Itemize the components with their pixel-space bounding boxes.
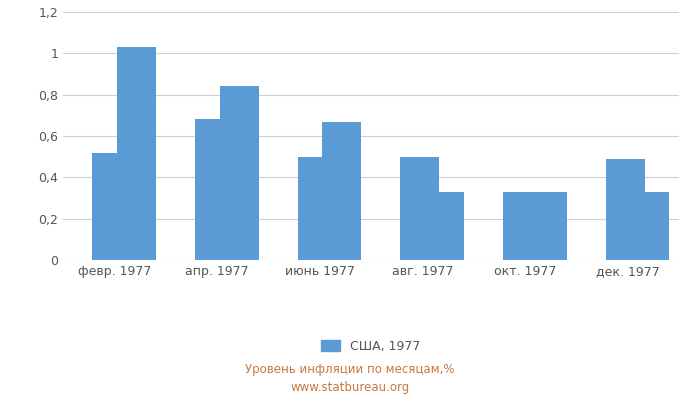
Bar [503,192,542,260]
Bar [220,86,258,260]
Bar [606,159,645,260]
Bar [117,47,156,260]
Bar [92,152,132,260]
Bar [195,120,234,260]
Bar [322,122,361,260]
Legend: США, 1977: США, 1977 [316,335,426,358]
Bar [425,192,464,260]
Bar [298,157,337,260]
Bar [630,192,669,260]
Text: www.statbureau.org: www.statbureau.org [290,381,410,394]
Text: Уровень инфляции по месяцам,%: Уровень инфляции по месяцам,% [245,364,455,376]
Bar [400,157,440,260]
Bar [528,192,566,260]
